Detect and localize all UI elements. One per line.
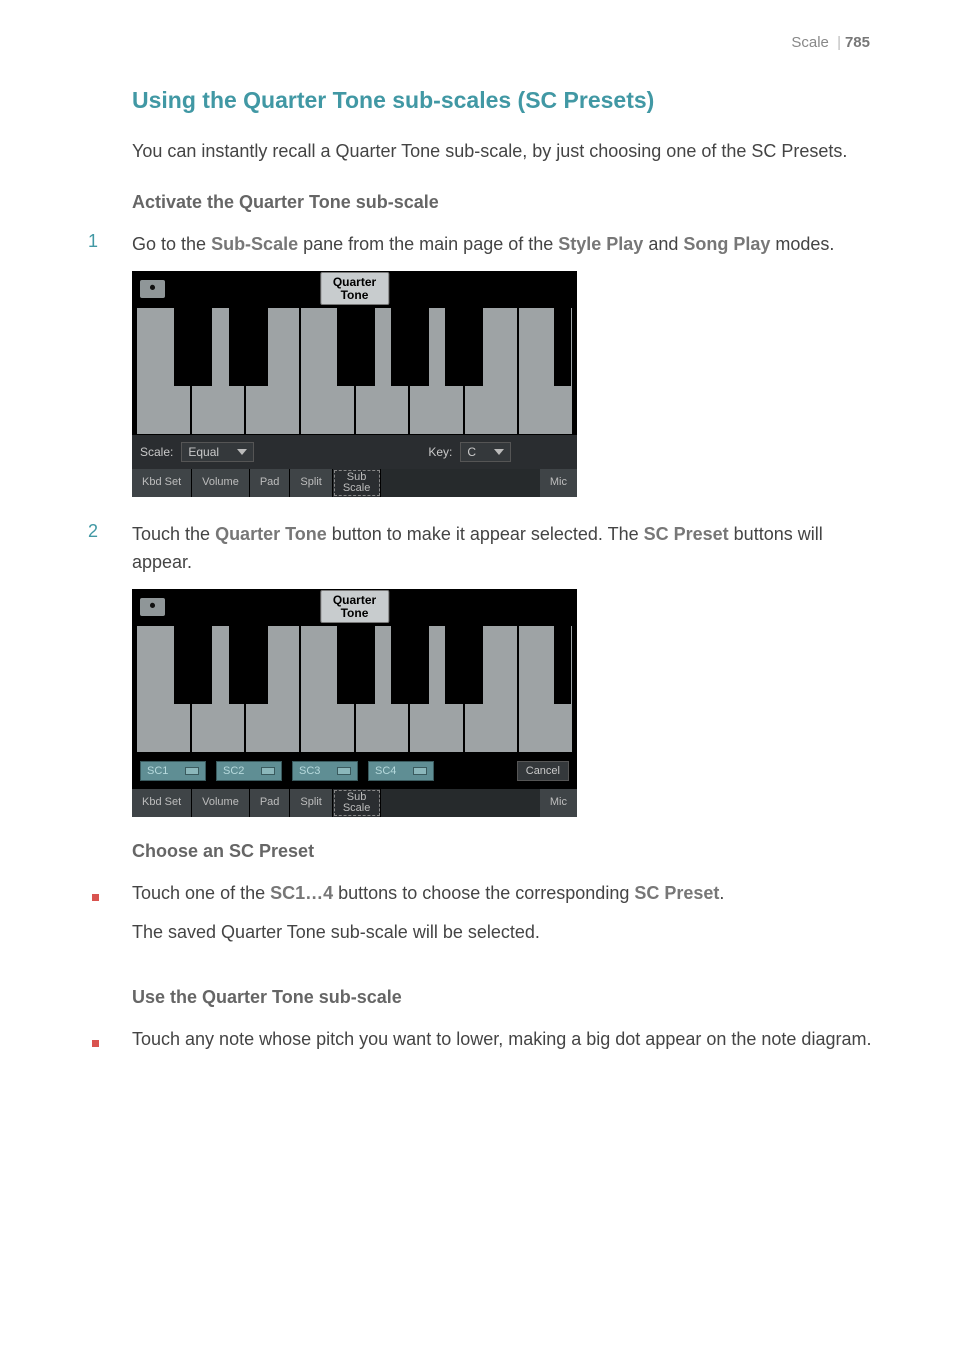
- sc4-button[interactable]: SC4: [368, 761, 434, 781]
- white-key[interactable]: [136, 307, 191, 435]
- step-number-1: 1: [80, 231, 132, 252]
- white-key[interactable]: [355, 625, 410, 753]
- section-title: Using the Quarter Tone sub-scales (SC Pr…: [132, 87, 874, 114]
- step-1-text: Go to the Sub-Scale pane from the main p…: [132, 231, 874, 259]
- tab-spacer: [381, 469, 540, 497]
- screenshot-sub-scale-after: ⏺ Quarter Tone: [132, 589, 577, 817]
- tab-split[interactable]: Split: [290, 469, 332, 497]
- intro-paragraph: You can instantly recall a Quarter Tone …: [132, 138, 874, 166]
- quarter-tone-button[interactable]: Quarter Tone: [320, 272, 389, 305]
- white-key[interactable]: [464, 307, 519, 435]
- keyboard-mini-icon: [261, 767, 275, 775]
- tab-mic[interactable]: Mic: [540, 469, 577, 497]
- white-key[interactable]: [245, 307, 300, 435]
- tab-split[interactable]: Split: [290, 789, 332, 817]
- key-label: Key:: [428, 445, 452, 459]
- white-key[interactable]: [518, 625, 573, 753]
- bullet-list-use: Touch any note whose pitch you want to l…: [80, 1026, 874, 1054]
- cancel-button[interactable]: Cancel: [517, 761, 569, 781]
- heading-choose: Choose an SC Preset: [132, 841, 874, 862]
- white-key[interactable]: [191, 307, 246, 435]
- tab-kbd-set[interactable]: Kbd Set: [132, 789, 192, 817]
- bullet-choose-line2: The saved Quarter Tone sub-scale will be…: [132, 919, 874, 947]
- key-dropdown[interactable]: C: [460, 442, 511, 462]
- steps-list: 1 Go to the Sub-Scale pane from the main…: [80, 231, 874, 817]
- white-key[interactable]: [300, 625, 355, 753]
- shot1-scale-row: Scale: Equal Key: C: [132, 435, 577, 469]
- chevron-down-icon: [494, 449, 504, 455]
- screenshot-sub-scale-before: ⏺ Quarter Tone: [132, 271, 577, 497]
- scale-dropdown[interactable]: Equal: [181, 442, 254, 462]
- scale-label: Scale:: [140, 445, 173, 459]
- tab-volume[interactable]: Volume: [192, 789, 250, 817]
- keyboard-mini-icon: [413, 767, 427, 775]
- white-keys: [136, 625, 573, 753]
- white-key[interactable]: [136, 625, 191, 753]
- camera-icon[interactable]: ⏺: [140, 598, 165, 616]
- sc3-button[interactable]: SC3: [292, 761, 358, 781]
- shot1-tabbar: Kbd Set Volume Pad Split Sub Scale Mic: [132, 469, 577, 497]
- shot2-keyboard[interactable]: [132, 625, 577, 753]
- step-2-text: Touch the Quarter Tone button to make it…: [132, 521, 874, 577]
- tab-volume[interactable]: Volume: [192, 469, 250, 497]
- white-key[interactable]: [518, 307, 573, 435]
- shot2-preset-row: SC1 SC2 SC3 SC4 Cancel: [132, 753, 577, 789]
- shot1-topbar: ⏺ Quarter Tone: [132, 271, 577, 307]
- camera-icon[interactable]: ⏺: [140, 280, 165, 298]
- white-key[interactable]: [191, 625, 246, 753]
- bullet-use-text: Touch any note whose pitch you want to l…: [132, 1026, 874, 1054]
- bullet-marker: [80, 1026, 132, 1052]
- page-number: 785: [845, 34, 870, 51]
- sc1-button[interactable]: SC1: [140, 761, 206, 781]
- white-key[interactable]: [245, 625, 300, 753]
- white-key[interactable]: [409, 625, 464, 753]
- keyboard-mini-icon: [185, 767, 199, 775]
- white-key[interactable]: [300, 307, 355, 435]
- tab-pad[interactable]: Pad: [250, 789, 291, 817]
- heading-activate: Activate the Quarter Tone sub-scale: [132, 192, 874, 213]
- quarter-tone-button[interactable]: Quarter Tone: [320, 590, 389, 623]
- separator: |: [837, 34, 841, 51]
- white-key[interactable]: [409, 307, 464, 435]
- bullet-list-choose: Touch one of the SC1…4 buttons to choose…: [80, 880, 874, 948]
- white-key[interactable]: [464, 625, 519, 753]
- chevron-down-icon: [237, 449, 247, 455]
- shot2-tabbar: Kbd Set Volume Pad Split Sub Scale Mic: [132, 789, 577, 817]
- page-header: Scale |785: [80, 34, 874, 51]
- white-key[interactable]: [355, 307, 410, 435]
- bullet-marker: [80, 880, 132, 906]
- shot1-keyboard[interactable]: [132, 307, 577, 435]
- bullet-choose-text: Touch one of the SC1…4 buttons to choose…: [132, 880, 874, 948]
- section-label: Scale: [791, 34, 829, 51]
- white-keys: [136, 307, 573, 435]
- tab-sub-scale[interactable]: Sub Scale: [333, 469, 382, 497]
- shot2-topbar: ⏺ Quarter Tone: [132, 589, 577, 625]
- keyboard-mini-icon: [337, 767, 351, 775]
- step-number-2: 2: [80, 521, 132, 542]
- tab-kbd-set[interactable]: Kbd Set: [132, 469, 192, 497]
- tab-spacer: [381, 789, 540, 817]
- tab-sub-scale[interactable]: Sub Scale: [333, 789, 382, 817]
- heading-use: Use the Quarter Tone sub-scale: [132, 987, 874, 1008]
- sc2-button[interactable]: SC2: [216, 761, 282, 781]
- tab-mic[interactable]: Mic: [540, 789, 577, 817]
- tab-pad[interactable]: Pad: [250, 469, 291, 497]
